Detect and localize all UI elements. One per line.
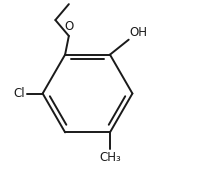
Text: CH₃: CH₃ [99,151,120,164]
Text: O: O [64,20,73,33]
Text: Cl: Cl [13,87,25,100]
Text: OH: OH [129,26,147,39]
